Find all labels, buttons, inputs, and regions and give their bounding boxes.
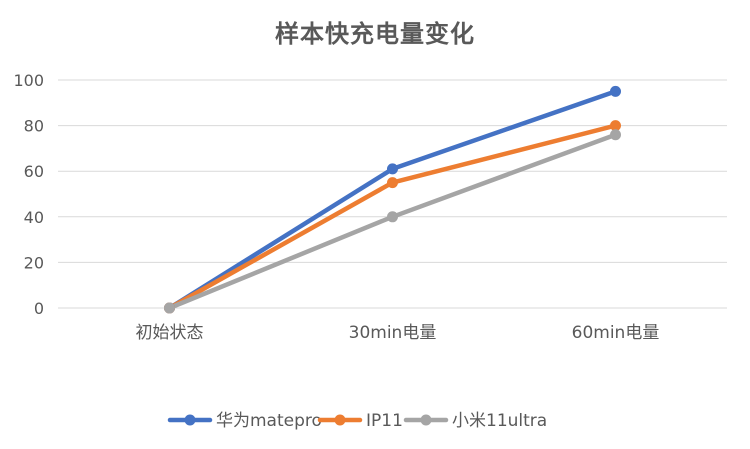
x-tick-label: 30min电量 xyxy=(349,323,437,343)
legend-label: 华为matepro xyxy=(216,411,322,431)
x-tick-label: 初始状态 xyxy=(136,323,204,343)
y-tick-label: 60 xyxy=(24,162,44,181)
data-point xyxy=(610,85,621,97)
data-point xyxy=(387,211,398,223)
legend-swatch-marker xyxy=(184,414,196,426)
y-tick-label: 20 xyxy=(24,253,44,272)
chart-title: 样本快充电量变化 xyxy=(275,20,475,48)
y-tick-label: 40 xyxy=(24,208,44,227)
series-line xyxy=(167,89,618,311)
x-tick-label: 60min电量 xyxy=(572,323,660,343)
y-tick-label: 80 xyxy=(24,117,44,136)
legend-label: 小米11ultra xyxy=(452,411,547,431)
y-tick-label: 100 xyxy=(13,71,44,90)
data-point xyxy=(387,163,398,175)
data-point xyxy=(164,302,175,314)
y-tick-label: 0 xyxy=(34,299,44,318)
legend-label: IP11 xyxy=(366,411,403,431)
data-point xyxy=(610,129,621,141)
data-point xyxy=(610,120,621,132)
legend-swatch-marker xyxy=(420,414,432,426)
data-point xyxy=(387,177,398,189)
legend-swatch-marker xyxy=(334,414,346,426)
